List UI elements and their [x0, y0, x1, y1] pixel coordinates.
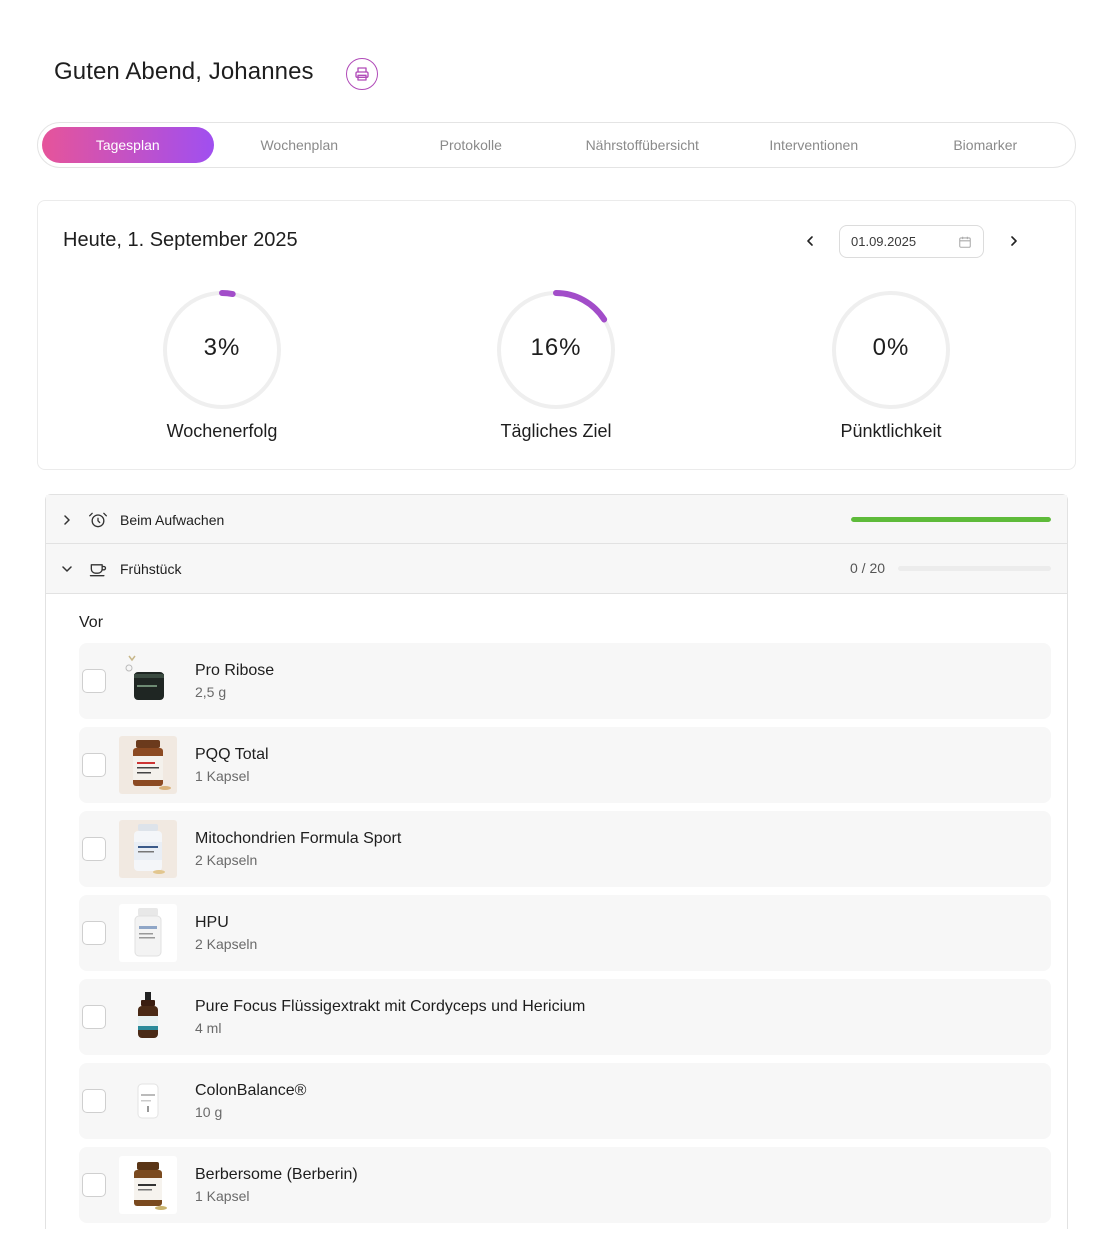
item-checkbox[interactable]: [82, 669, 106, 693]
tab-protokolle[interactable]: Protokolle: [439, 137, 502, 153]
item-dose: 2,5 g: [195, 684, 227, 700]
product-image: [119, 652, 177, 710]
section-header-fruehstueck[interactable]: Frühstück 0 / 20: [46, 544, 1067, 593]
list-item: Berbersome (Berberin) 1 Kapsel: [79, 1147, 1051, 1223]
gauge-puenktlichkeit: 0% Pünktlichkeit: [791, 289, 991, 442]
section-fruehstueck: Frühstück 0 / 20 Vor Pro Ribose 2,5 g PQ…: [45, 543, 1068, 1229]
date-picker-input[interactable]: 01.09.2025: [839, 225, 984, 258]
chevron-right-icon: [1011, 236, 1017, 246]
gauge-wochenerfolg: 3% Wochenerfolg: [122, 289, 322, 442]
chevron-left-icon: [807, 236, 813, 246]
gauge-taegliches-ziel: 16% Tägliches Ziel: [456, 289, 656, 442]
item-dose: 1 Kapsel: [195, 1188, 250, 1204]
section-title: Frühstück: [120, 560, 182, 577]
tab-wochenplan[interactable]: Wochenplan: [260, 137, 339, 153]
gauge-value: 3%: [203, 334, 241, 361]
tab-interventionen[interactable]: Interventionen: [769, 137, 859, 153]
gauge-value: 16%: [530, 334, 582, 361]
list-item: HPU 2 Kapseln: [79, 895, 1051, 971]
item-name: PQQ Total: [195, 746, 269, 763]
greeting-title: Guten Abend, Johannes: [54, 58, 314, 85]
item-checkbox[interactable]: [82, 1089, 106, 1113]
printer-icon: [355, 67, 369, 81]
item-dose: 4 ml: [195, 1020, 222, 1036]
gauge-progress-arc: [162, 290, 282, 410]
list-item: Mitochondrien Formula Sport 2 Kapseln: [79, 811, 1051, 887]
alarm-clock-icon: [88, 510, 110, 530]
item-name: Pure Focus Flüssigextrakt mit Cordyceps …: [195, 998, 586, 1015]
section-progress-bar: [851, 517, 1051, 522]
item-name: Pro Ribose: [195, 662, 275, 679]
chevron-down-icon: [62, 564, 76, 574]
section-progress-bar: [898, 566, 1051, 571]
list-item: Pro Ribose 2,5 g: [79, 643, 1051, 719]
gauge-label: Wochenerfolg: [166, 421, 278, 441]
next-day-button[interactable]: [1004, 231, 1024, 251]
group-label: Vor: [79, 614, 104, 631]
item-checkbox[interactable]: [82, 1173, 106, 1197]
gauge-value: 0%: [872, 334, 910, 361]
gauge-ring: [162, 290, 282, 410]
main-tabs: Tagesplan Wochenplan Protokolle Nährstof…: [37, 122, 1076, 168]
item-name: Berbersome (Berberin): [195, 1166, 358, 1183]
tab-naehrstoffuebersicht[interactable]: Nährstoffübersicht: [585, 137, 699, 153]
previous-day-button[interactable]: [800, 231, 820, 251]
section-count: 0 / 20: [850, 560, 886, 576]
item-name: ColonBalance®: [195, 1082, 307, 1099]
product-image: [119, 736, 177, 794]
product-image: [119, 820, 177, 878]
print-button[interactable]: [346, 58, 378, 90]
item-dose: 2 Kapseln: [195, 852, 258, 868]
gauge-ring: [832, 291, 950, 409]
product-image: [119, 904, 177, 962]
item-dose: 2 Kapseln: [195, 936, 258, 952]
list-item: Pure Focus Flüssigextrakt mit Cordyceps …: [79, 979, 1051, 1055]
product-image: [119, 1072, 177, 1130]
item-name: Mitochondrien Formula Sport: [195, 830, 402, 847]
daily-summary-card: Heute, 1. September 2025 01.09.2025 3% W…: [37, 200, 1076, 470]
section-header-beim-aufwachen[interactable]: Beim Aufwachen: [46, 495, 1067, 544]
tab-biomarker[interactable]: Biomarker: [953, 137, 1018, 153]
item-name: HPU: [195, 914, 229, 931]
list-item: ColonBalance® 10 g: [79, 1063, 1051, 1139]
list-item: PQQ Total 1 Kapsel: [79, 727, 1051, 803]
tab-tagesplan[interactable]: Tagesplan: [42, 127, 214, 163]
item-checkbox[interactable]: [82, 921, 106, 945]
product-image: [119, 1156, 177, 1214]
product-image: [119, 988, 177, 1046]
gauge-label: Tägliches Ziel: [500, 421, 612, 441]
summary-date-title: Heute, 1. September 2025: [63, 229, 298, 251]
item-dose: 1 Kapsel: [195, 768, 250, 784]
item-checkbox[interactable]: [82, 837, 106, 861]
item-dose: 10 g: [195, 1104, 223, 1120]
coffee-cup-icon: [88, 559, 110, 579]
item-checkbox[interactable]: [82, 753, 106, 777]
section-title: Beim Aufwachen: [120, 511, 225, 528]
gauge-label: Pünktlichkeit: [840, 421, 942, 441]
gauge-progress-arc: [496, 290, 616, 410]
calendar-icon: [959, 236, 971, 248]
section-body: Vor Pro Ribose 2,5 g PQQ Total 1 Kapsel: [46, 593, 1067, 1229]
item-checkbox[interactable]: [82, 1005, 106, 1029]
date-value: 01.09.2025: [851, 234, 917, 249]
gauge-ring: [496, 290, 616, 410]
progress-fill: [851, 517, 1051, 522]
section-beim-aufwachen: Beim Aufwachen: [45, 494, 1068, 544]
chevron-right-icon: [62, 514, 76, 525]
